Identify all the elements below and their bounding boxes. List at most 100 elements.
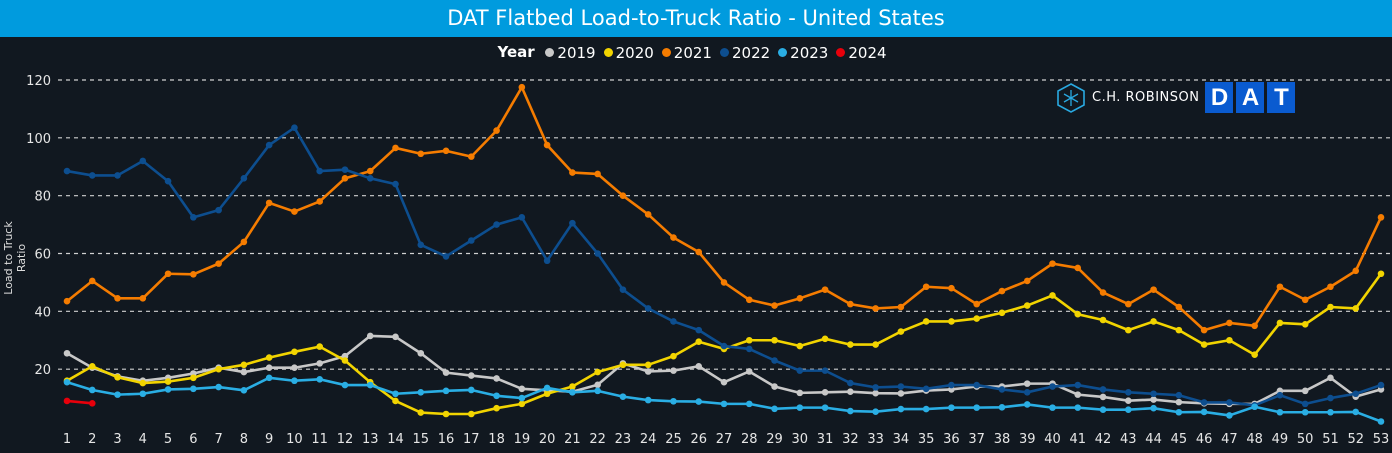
- data-point-2021: [1301, 296, 1309, 304]
- data-point-2020: [1125, 326, 1132, 334]
- data-point-2019: [1125, 397, 1132, 404]
- data-point-2023: [594, 387, 601, 395]
- y-tick-label: 120: [26, 74, 51, 89]
- legend-label: 2021: [673, 43, 712, 62]
- ch-robinson-dat-logo: C.H. ROBINSON D A T: [1056, 82, 1298, 113]
- data-point-2020: [569, 383, 576, 390]
- dat-letter: D: [1205, 82, 1234, 113]
- data-point-2022: [1175, 391, 1183, 399]
- data-point-2021: [897, 303, 905, 311]
- x-tick-label: 52: [1347, 432, 1364, 447]
- data-point-2020: [670, 352, 677, 360]
- legend-item-2021[interactable]: 2021: [661, 43, 712, 62]
- chart-title: DAT Flatbed Load-to-Truck Ratio - United…: [0, 0, 1392, 37]
- data-point-2022: [644, 305, 652, 312]
- data-point-2023: [644, 396, 652, 404]
- data-point-2022: [1099, 386, 1107, 393]
- legend-marker-icon: [603, 48, 613, 57]
- data-point-2021: [139, 295, 147, 302]
- data-point-2021: [796, 295, 804, 302]
- data-point-2019: [493, 375, 500, 382]
- data-point-2022: [1150, 390, 1157, 398]
- data-point-2021: [291, 208, 298, 215]
- data-point-2021: [1049, 260, 1056, 267]
- legend-item-2023[interactable]: 2023: [778, 44, 828, 62]
- x-tick-label: 6: [189, 432, 197, 447]
- y-tick-label: 100: [26, 132, 51, 147]
- data-point-2022: [493, 221, 500, 228]
- data-point-2021: [872, 305, 879, 312]
- data-point-2019: [392, 333, 399, 341]
- data-point-2021: [847, 300, 854, 308]
- data-point-2020: [215, 365, 222, 373]
- data-point-2019: [265, 364, 273, 372]
- legend-label: 2019: [557, 43, 596, 62]
- data-point-2023: [1276, 408, 1284, 416]
- data-point-2022: [619, 286, 627, 293]
- data-point-2024: [63, 397, 71, 405]
- data-point-2019: [468, 372, 475, 379]
- legend-item-2019[interactable]: 2019: [545, 43, 596, 62]
- data-point-2022: [1023, 389, 1031, 396]
- data-point-2021: [316, 198, 323, 205]
- data-point-2023: [745, 400, 753, 408]
- x-tick-label: 45: [1171, 432, 1188, 447]
- data-point-2019: [316, 360, 323, 367]
- data-point-2020: [164, 378, 172, 385]
- data-point-2023: [1099, 406, 1107, 413]
- data-point-2022: [922, 385, 930, 393]
- data-point-2019: [670, 367, 677, 374]
- x-tick-label: 1: [63, 432, 71, 447]
- data-point-2020: [1023, 302, 1031, 309]
- legend-item-2020[interactable]: 2020: [603, 44, 654, 62]
- legend-item-2022[interactable]: 2022: [719, 44, 770, 62]
- data-point-2020: [771, 336, 778, 344]
- data-point-2020: [1301, 321, 1309, 328]
- x-tick-label: 12: [337, 432, 354, 447]
- data-point-2020: [190, 374, 197, 382]
- x-tick-label: 26: [690, 432, 707, 447]
- data-point-2020: [619, 361, 627, 369]
- data-point-2019: [821, 389, 829, 396]
- x-tick-label: 32: [842, 432, 859, 447]
- y-tick-label: 20: [34, 363, 51, 378]
- data-point-2020: [518, 400, 526, 408]
- data-point-2020: [392, 397, 399, 405]
- data-point-2021: [594, 170, 601, 178]
- data-point-2021: [619, 192, 627, 199]
- x-tick-label: 34: [893, 432, 910, 447]
- data-point-2023: [847, 407, 854, 415]
- data-point-2022: [1352, 390, 1360, 398]
- data-point-2021: [341, 175, 349, 182]
- dat-logo: D A T: [1205, 82, 1298, 113]
- data-point-2021: [417, 150, 425, 158]
- data-point-2022: [392, 180, 399, 188]
- legend-item-2024[interactable]: 2024: [836, 44, 887, 62]
- data-point-2021: [114, 295, 121, 302]
- data-point-2020: [493, 404, 500, 412]
- data-point-2023: [720, 400, 728, 408]
- data-point-2022: [1327, 394, 1334, 402]
- company-name: C.H. ROBINSON: [1092, 90, 1200, 105]
- data-point-2021: [88, 277, 96, 285]
- series-line-2021: [66, 85, 1383, 332]
- x-tick-label: 35: [918, 432, 935, 447]
- data-point-2023: [821, 404, 829, 411]
- data-point-2020: [1327, 303, 1334, 311]
- data-point-2023: [316, 375, 323, 383]
- data-point-2019: [518, 385, 526, 393]
- x-tick-label: 16: [438, 432, 455, 447]
- data-point-2023: [341, 381, 349, 389]
- data-point-2022: [1276, 391, 1284, 399]
- data-point-2023: [543, 384, 551, 392]
- data-point-2023: [569, 389, 576, 396]
- x-tick-label: 37: [968, 432, 985, 447]
- data-point-2020: [1226, 336, 1233, 344]
- data-point-2023: [1150, 404, 1157, 412]
- legend-marker-icon: [719, 48, 729, 57]
- data-point-2022: [594, 250, 601, 257]
- data-point-2021: [1251, 322, 1258, 330]
- data-point-2019: [1327, 374, 1334, 382]
- data-point-2021: [771, 302, 778, 309]
- data-point-2022: [821, 367, 829, 374]
